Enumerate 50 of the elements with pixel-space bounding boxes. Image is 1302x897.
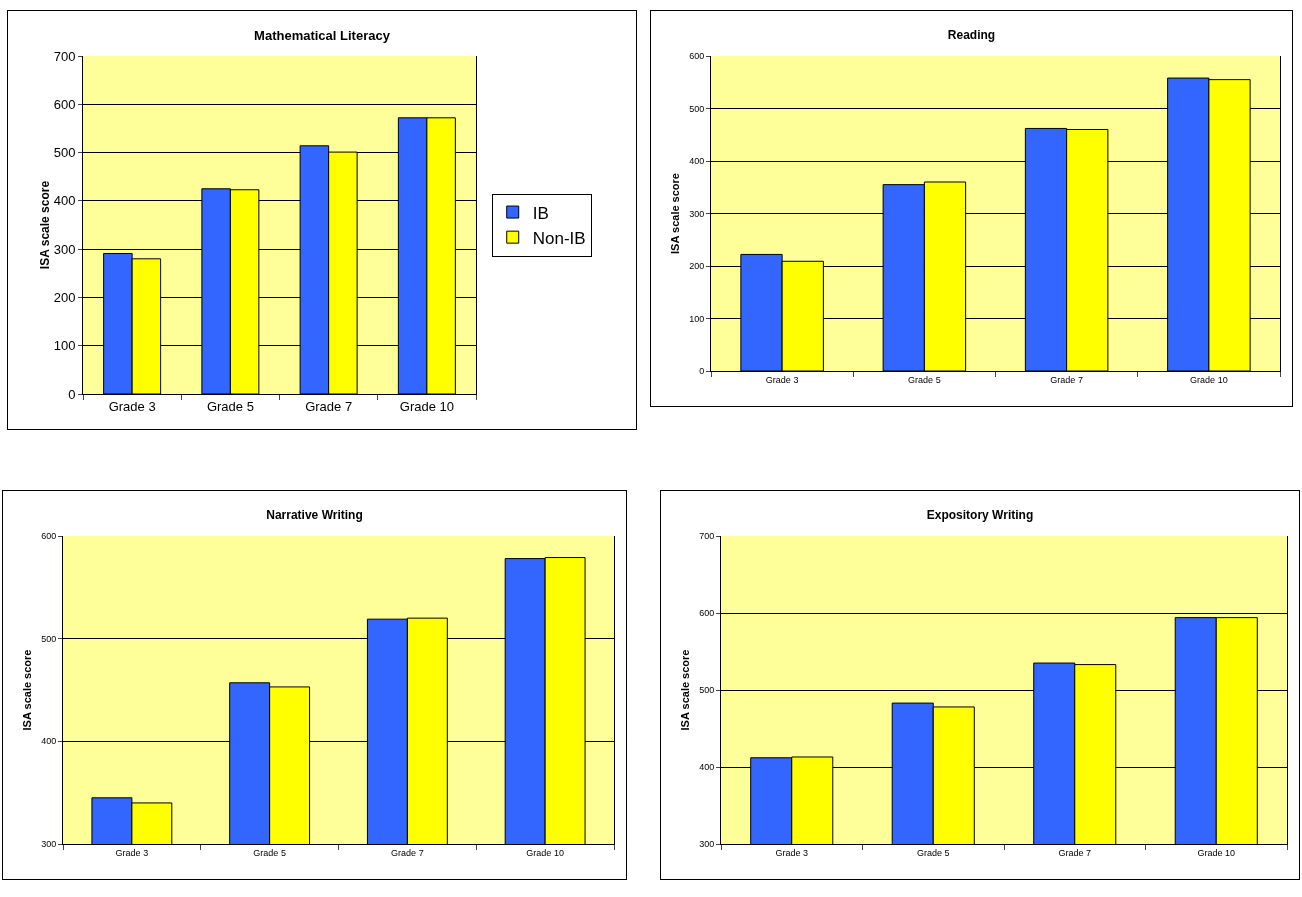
x-tick-label: Grade 10: [1197, 847, 1236, 858]
x-tick-label: Grade 5: [916, 847, 950, 858]
y-axis-title: ISA scale score: [37, 180, 52, 270]
y-tick-label: 300: [53, 241, 76, 257]
x-tick-label: Grade 10: [1190, 374, 1228, 385]
x-tick-label: Grade 10: [526, 847, 564, 858]
y-tick-label: 300: [689, 208, 705, 219]
y-tick-label: 100: [53, 338, 76, 354]
y-tick-label: 0: [68, 386, 76, 402]
y-tick-label: 500: [689, 103, 705, 114]
x-tick-label: Grade 3: [115, 847, 149, 858]
chart-title: Narrative Writing: [266, 508, 363, 523]
y-tick-label: 400: [699, 762, 715, 773]
y-tick-label: 400: [689, 156, 705, 167]
x-tick-label: Grade 7: [305, 398, 353, 414]
y-tick-label: 100: [689, 313, 705, 324]
x-tick-label: Grade 3: [775, 847, 809, 858]
y-axis-title: ISA scale score: [669, 173, 681, 254]
y-axis-title: ISA scale score: [21, 649, 33, 731]
y-tick-label: 600: [41, 531, 57, 542]
y-tick-label: 700: [699, 531, 715, 542]
chart-title: Expository Writing: [926, 508, 1034, 523]
y-tick-label: 500: [53, 145, 76, 161]
x-tick-label: Grade 7: [1050, 374, 1083, 385]
legend-label: IB: [532, 203, 549, 223]
y-tick-label: 300: [41, 839, 57, 850]
x-tick-label: Grade 5: [253, 847, 286, 858]
y-tick-label: 400: [41, 736, 57, 747]
x-tick-label: Grade 5: [206, 398, 254, 414]
y-tick-label: 0: [699, 366, 705, 377]
y-tick-label: 500: [41, 633, 57, 644]
x-tick-label: Grade 3: [765, 374, 799, 385]
x-tick-label: Grade 7: [391, 847, 424, 858]
y-tick-label: 700: [53, 48, 76, 64]
y-tick-label: 600: [53, 96, 76, 112]
chart-title: Mathematical Literacy: [254, 28, 391, 44]
chart-title: Reading: [947, 28, 996, 43]
y-tick-label: 600: [689, 51, 705, 62]
y-tick-label: 200: [689, 261, 705, 272]
y-axis-title: ISA scale score: [679, 649, 691, 731]
y-tick-label: 300: [699, 839, 715, 850]
y-tick-label: 500: [699, 685, 715, 696]
y-tick-label: 400: [53, 193, 76, 209]
y-tick-label: 600: [699, 608, 715, 619]
x-tick-label: Grade 3: [108, 398, 156, 414]
y-tick-label: 200: [53, 289, 76, 305]
x-tick-label: Grade 5: [908, 374, 941, 385]
legend-label: Non-IB: [532, 228, 586, 248]
x-tick-label: Grade 10: [399, 398, 454, 414]
x-tick-label: Grade 7: [1058, 847, 1092, 858]
